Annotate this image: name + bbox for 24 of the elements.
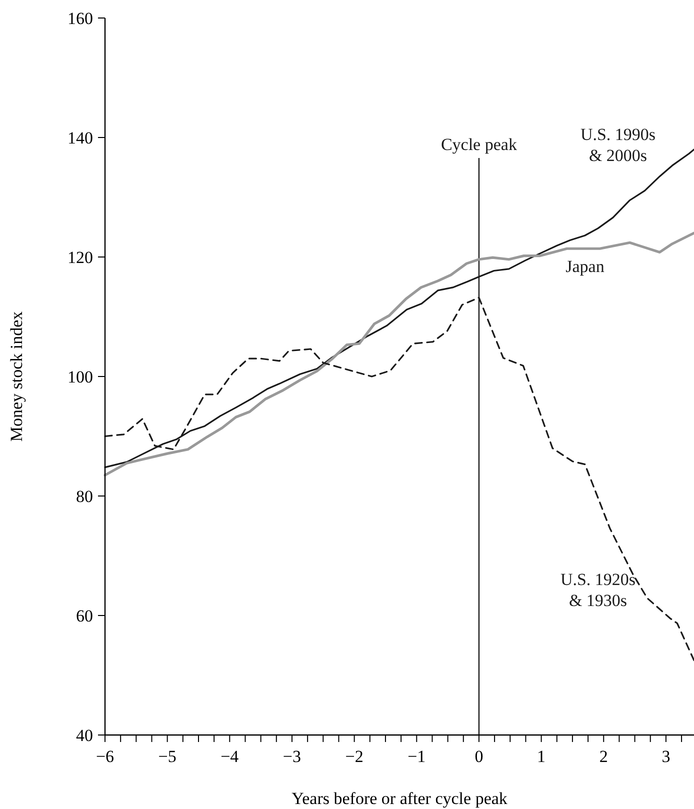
x-tick-label: −6 [96, 747, 114, 766]
x-tick-label: −3 [282, 747, 302, 766]
x-tick-label: −2 [345, 747, 364, 766]
y-axis-title: Money stock index [7, 310, 26, 442]
ref-line-label: Cycle peak [440, 135, 518, 154]
x-tick-label: −1 [408, 747, 426, 766]
y-tick-label: 60 [76, 606, 93, 626]
x-tick-label: 0 [474, 747, 484, 766]
series-label: U.S. 1920s & 1930s [560, 570, 636, 610]
x-tick-label: −5 [158, 747, 176, 766]
y-tick-label: 80 [76, 487, 93, 506]
x-tick-label: 3 [662, 747, 670, 766]
y-tick-label: 140 [68, 128, 93, 148]
x-tick-label: 2 [599, 747, 608, 766]
y-tick-label: 120 [68, 248, 93, 267]
series-label: U.S. 1990s & 2000s [580, 125, 656, 165]
y-tick-label: 100 [68, 368, 93, 386]
x-tick-label: 1 [537, 747, 546, 766]
y-tick-label: 160 [68, 9, 93, 28]
y-tick-label: 40 [76, 726, 93, 745]
x-axis-title: Years before or after cycle peak [292, 789, 508, 808]
series-label: Japan [566, 257, 605, 276]
x-tick-label: −4 [220, 747, 240, 766]
line-series [104, 232, 694, 476]
